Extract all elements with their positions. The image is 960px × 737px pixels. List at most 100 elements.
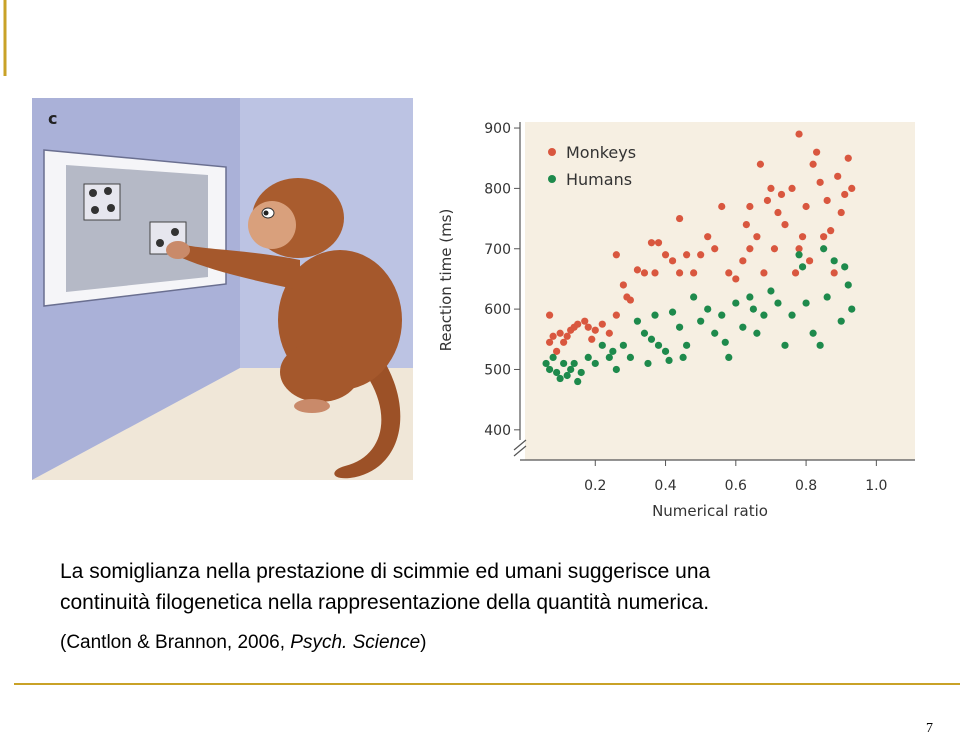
data-point xyxy=(760,311,768,319)
data-point xyxy=(577,368,585,377)
data-point xyxy=(820,233,828,241)
data-point xyxy=(830,257,838,265)
caption-line: continuità filogenetica nella rappresent… xyxy=(60,591,710,614)
x-axis-title: Numerical ratio xyxy=(652,502,768,520)
data-point xyxy=(774,299,782,307)
data-point xyxy=(732,299,740,307)
hand xyxy=(166,241,190,259)
data-point xyxy=(644,359,652,368)
data-point xyxy=(633,266,642,274)
data-point xyxy=(795,245,803,253)
data-point xyxy=(816,178,824,186)
data-point xyxy=(545,311,554,319)
caption-line: La somiglianza nella prestazione di scim… xyxy=(60,560,711,583)
data-point xyxy=(556,374,564,383)
data-point xyxy=(661,251,670,259)
data-point xyxy=(781,341,789,349)
data-point xyxy=(549,353,557,361)
data-point xyxy=(781,221,789,229)
data-point xyxy=(697,317,705,325)
data-point xyxy=(545,338,554,346)
arm xyxy=(182,245,300,290)
data-point xyxy=(668,308,677,316)
data-point xyxy=(813,148,821,156)
data-point xyxy=(560,359,568,368)
data-point xyxy=(844,281,852,289)
foot xyxy=(294,399,330,413)
y-tick-label: 900 xyxy=(484,121,511,137)
data-point xyxy=(665,356,673,365)
data-point xyxy=(795,251,803,259)
data-point xyxy=(844,154,852,162)
data-point xyxy=(732,275,740,283)
data-point xyxy=(791,269,800,277)
data-point xyxy=(760,269,768,277)
data-point xyxy=(661,347,670,355)
dot xyxy=(89,189,97,197)
data-point xyxy=(841,263,849,271)
x-tick-label: 0.4 xyxy=(654,478,676,494)
data-point xyxy=(802,299,810,307)
data-point xyxy=(563,332,571,340)
data-point xyxy=(690,293,698,301)
citation: (Cantlon & Brannon, 2006, Psych. Science… xyxy=(60,632,427,654)
face xyxy=(248,201,296,249)
data-point xyxy=(654,341,663,349)
legend-label: Monkeys xyxy=(566,143,636,162)
illustration xyxy=(32,98,413,480)
axis-break xyxy=(513,445,527,457)
axis-break xyxy=(513,439,527,451)
data-point xyxy=(668,257,677,265)
data-point xyxy=(683,251,691,259)
data-point xyxy=(574,377,582,386)
legend-marker xyxy=(548,175,556,183)
data-point xyxy=(753,329,761,337)
data-point xyxy=(774,208,782,217)
data-point xyxy=(563,371,571,380)
data-point xyxy=(647,335,656,343)
y-tick-label: 500 xyxy=(484,362,511,378)
data-point xyxy=(770,245,779,253)
x-tick-label: 0.8 xyxy=(795,478,817,494)
data-point xyxy=(605,353,613,361)
data-point xyxy=(647,239,656,247)
data-point xyxy=(553,347,561,355)
dot xyxy=(91,206,99,214)
data-point xyxy=(756,160,765,168)
data-point xyxy=(654,239,663,247)
data-point xyxy=(675,323,684,331)
data-point xyxy=(746,245,754,253)
data-point xyxy=(848,305,856,313)
data-point xyxy=(767,287,775,295)
data-point xyxy=(725,269,733,277)
x-tick-label: 0.2 xyxy=(584,478,606,494)
data-point xyxy=(767,184,775,192)
data-point xyxy=(556,329,564,337)
data-point xyxy=(675,214,684,223)
data-point xyxy=(746,293,754,301)
data-point xyxy=(823,196,831,205)
data-point xyxy=(841,190,849,199)
data-point xyxy=(704,305,712,313)
data-point xyxy=(584,323,592,331)
data-point xyxy=(591,359,599,368)
data-point xyxy=(827,227,835,235)
dot xyxy=(156,239,164,247)
data-point xyxy=(711,329,719,337)
data-point xyxy=(823,293,831,301)
data-point xyxy=(739,257,747,265)
data-point xyxy=(633,317,642,325)
data-point xyxy=(640,329,649,337)
data-point xyxy=(763,196,772,205)
data-point xyxy=(798,233,807,241)
journal: Psych. Science xyxy=(290,632,421,653)
data-point xyxy=(798,263,807,271)
y-tick-label: 400 xyxy=(484,423,511,439)
data-point xyxy=(837,317,845,325)
data-point xyxy=(545,365,554,374)
data-point xyxy=(816,341,824,349)
data-point xyxy=(788,184,796,192)
data-point xyxy=(651,269,659,277)
